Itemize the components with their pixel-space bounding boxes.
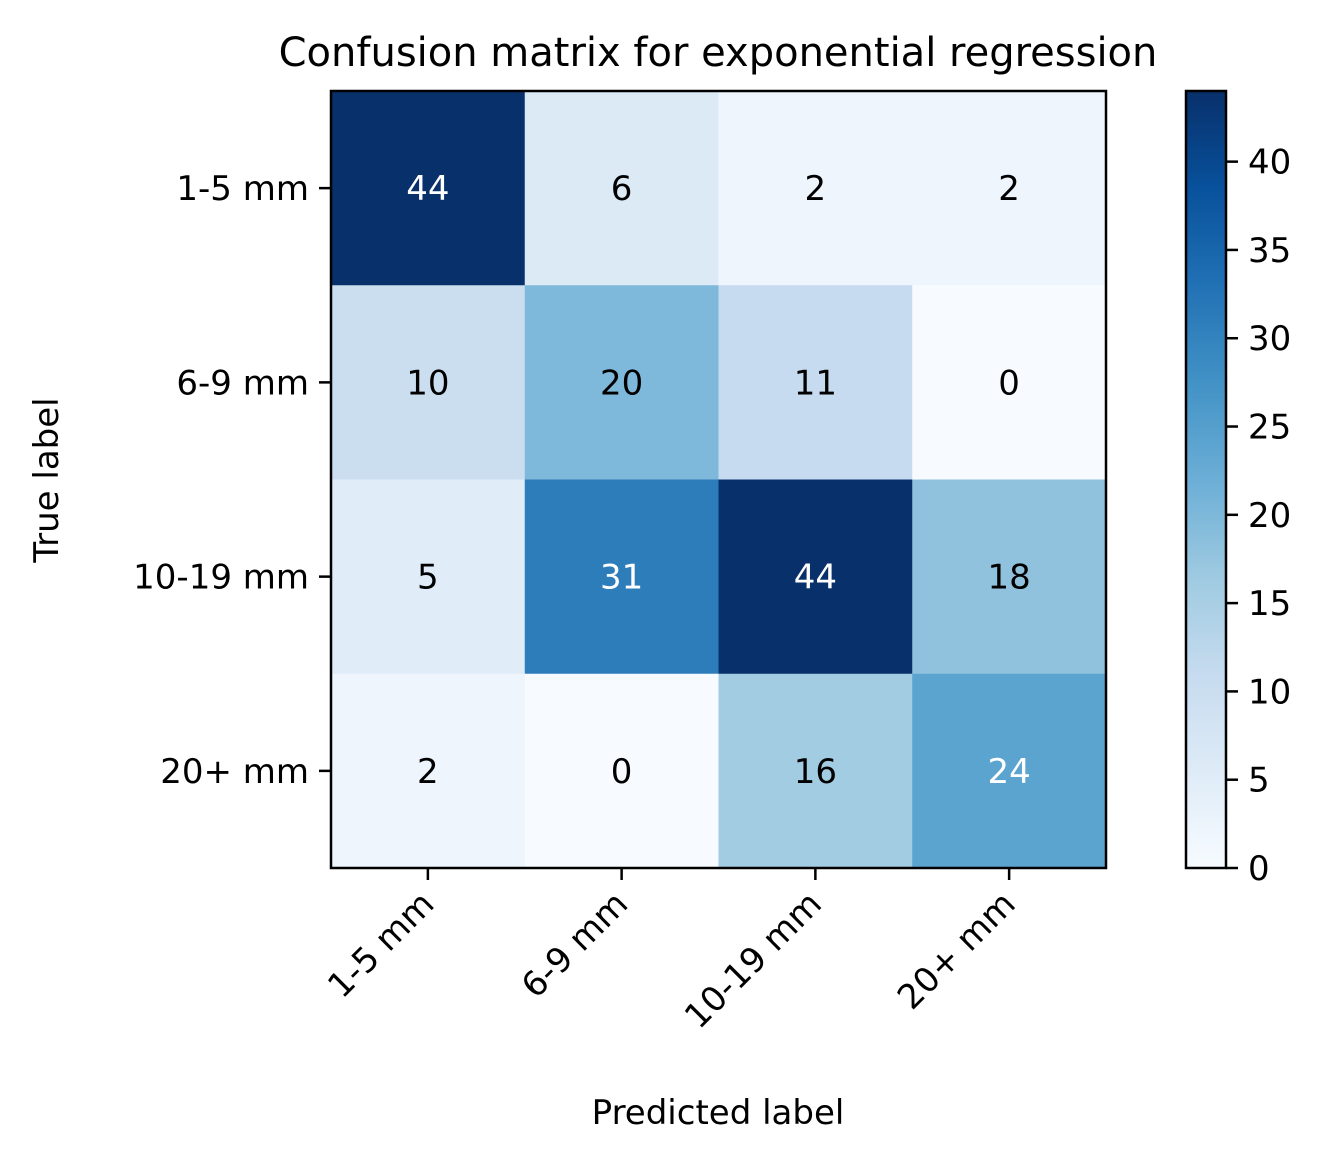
colorbar-frame — [1184, 89, 1228, 870]
heatmap-cell-value: 31 — [600, 558, 643, 598]
heatmap-cell — [912, 91, 1107, 286]
heatmap-cell-value: 5 — [417, 558, 439, 598]
colorbar-tick-label: 15 — [1248, 584, 1291, 624]
y-tick-label: 1-5 mm — [176, 169, 309, 209]
colorbar-tick-label: 0 — [1248, 849, 1270, 889]
heatmap-cell — [718, 673, 913, 869]
heatmap-cell — [524, 285, 719, 480]
y-tick-label: 6-9 mm — [176, 363, 309, 403]
heatmap-cell — [524, 91, 719, 286]
colorbar-tick-label: 25 — [1248, 408, 1291, 448]
colorbar-gradient — [1186, 91, 1226, 868]
heatmap-cell-value: 44 — [406, 169, 449, 209]
heatmap-cell-value: 6 — [611, 169, 633, 209]
y-tick-label: 20+ mm — [160, 752, 309, 792]
colorbar-tick-label: 35 — [1248, 231, 1291, 271]
colorbar-tick-label: 40 — [1248, 143, 1291, 183]
heatmap-cell-value: 11 — [794, 363, 837, 403]
colorbar-tick-label: 30 — [1248, 319, 1291, 359]
heatmap-cell-value: 2 — [417, 752, 439, 792]
heatmap-cell-value: 24 — [987, 752, 1030, 792]
heatmap-cell — [718, 91, 913, 286]
colorbar-tick-label: 20 — [1248, 496, 1291, 536]
heatmap-cell-value: 2 — [805, 169, 827, 209]
colorbar-ticks: 0 5 10 15 20 25 30 35 40 — [1226, 143, 1291, 889]
heatmap-cell — [912, 673, 1107, 869]
heatmap-cell-value: 10 — [406, 363, 449, 403]
heatmap-cell-value: 16 — [794, 752, 837, 792]
heatmap-cell — [912, 479, 1107, 675]
heatmap-cell — [718, 285, 913, 480]
plot-frame — [329, 89, 1108, 870]
colorbar-tick-label: 10 — [1248, 672, 1291, 712]
chart-title: Confusion matrix for exponential regress… — [279, 30, 1158, 76]
x-axis-label: Predicted label — [592, 1093, 845, 1133]
heatmap-cell — [718, 479, 913, 675]
heatmap-cell — [331, 285, 526, 480]
y-tick-label: 10-19 mm — [133, 558, 309, 598]
heatmap-cell — [912, 285, 1107, 480]
heatmap-cell-value: 18 — [987, 558, 1030, 598]
heatmap-cells — [331, 91, 1107, 869]
colorbar: 0 5 10 15 20 25 30 35 40 — [1184, 89, 1291, 889]
heatmap-cell — [524, 479, 719, 675]
heatmap-cell-value: 2 — [998, 169, 1020, 209]
y-axis-label: True label — [27, 397, 67, 563]
heatmap-cell-value: 0 — [998, 363, 1020, 403]
heatmap-cell-value: 0 — [611, 752, 633, 792]
colorbar-tick-label: 5 — [1248, 761, 1270, 801]
heatmap-cell — [331, 673, 526, 869]
heatmap-cell-labels: 44 6 2 210 20 11 05 31 44 182 0 16 24 — [406, 169, 1031, 792]
heatmap-cell-value: 20 — [600, 363, 643, 403]
heatmap-cell-value: 44 — [794, 558, 837, 598]
heatmap-cell — [331, 479, 526, 675]
heatmap-cell — [524, 673, 719, 869]
heatmap-cell — [331, 91, 526, 286]
y-axis-ticks: 1-5 mm 6-9 mm 10-19 mm 20+ mm — [133, 169, 331, 792]
